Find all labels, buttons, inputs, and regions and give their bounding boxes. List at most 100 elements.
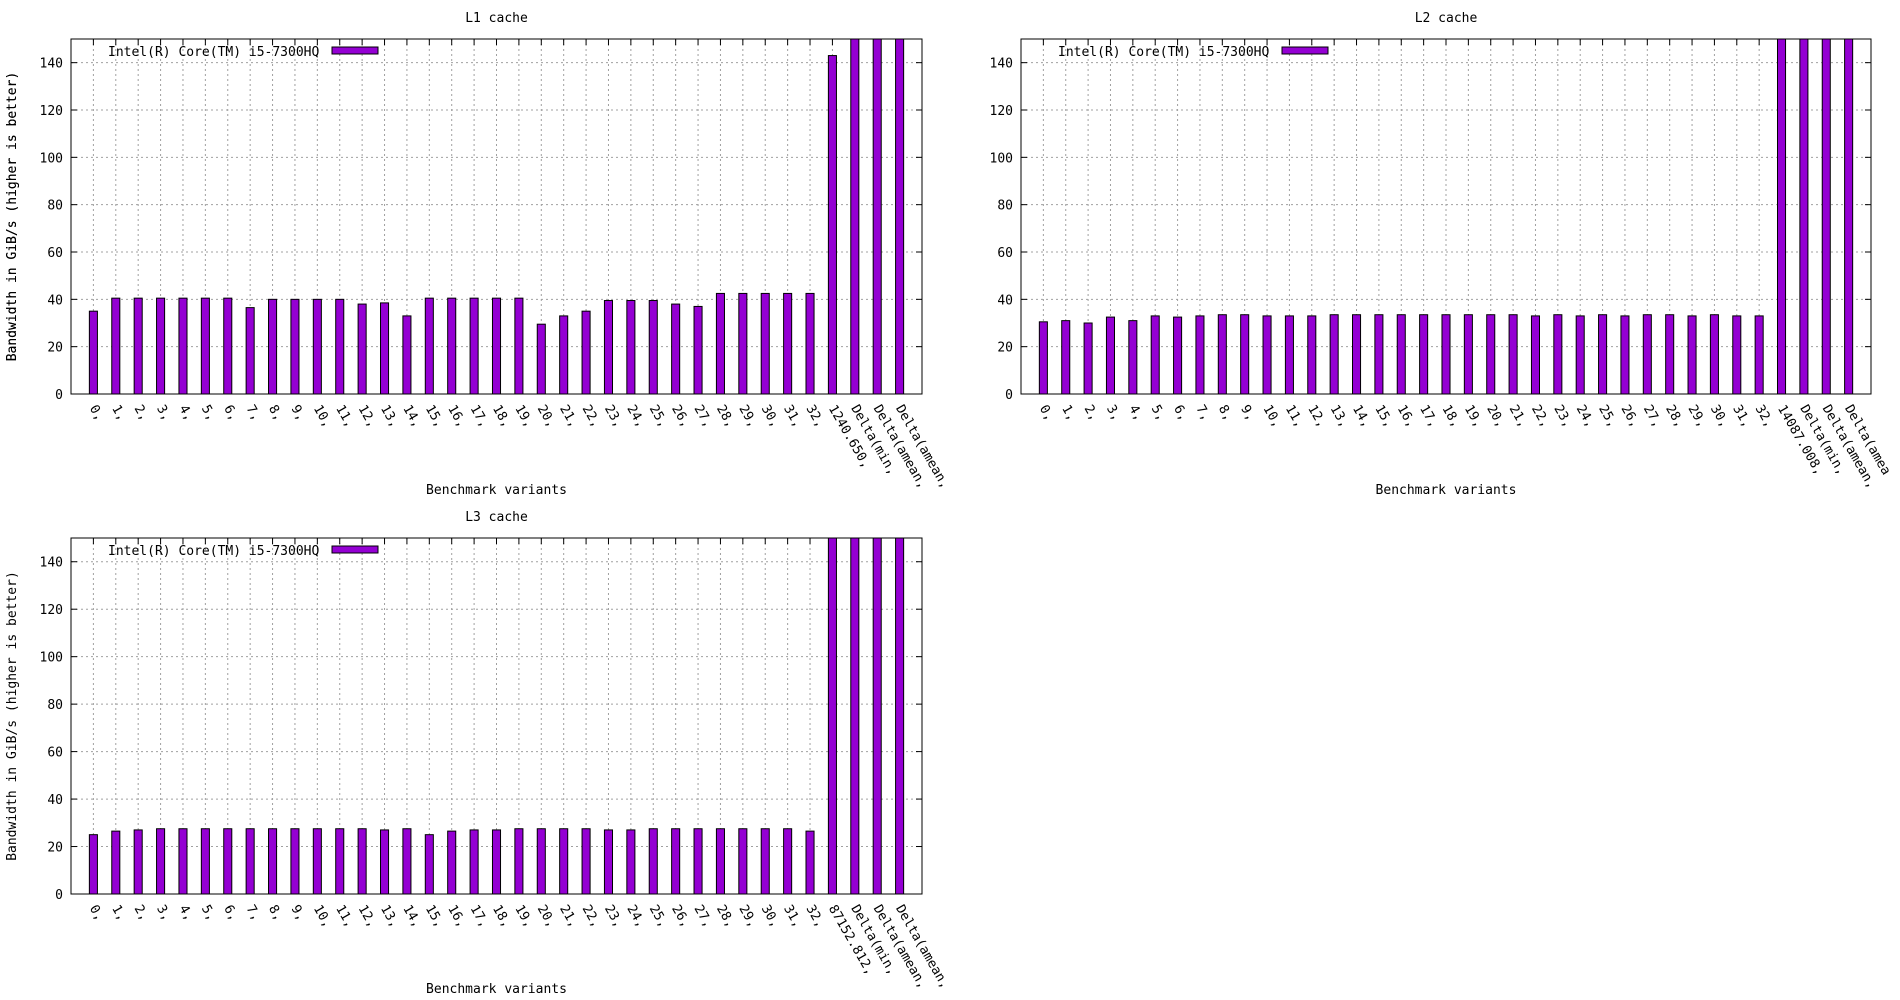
bar-28: [715, 828, 725, 895]
bar-8: [268, 298, 278, 395]
x-tick-label: 16,: [444, 403, 469, 431]
x-tick-label: 22,: [1528, 403, 1553, 431]
x-tick-label: 25,: [646, 903, 671, 931]
x-tick-label: 25,: [646, 403, 671, 431]
x-tick-label: 4,: [1125, 403, 1146, 424]
bar-28: [1665, 314, 1675, 395]
x-tick-label: 32,: [1752, 403, 1777, 431]
bar-13: [379, 829, 390, 895]
bar-7: [245, 307, 255, 395]
x-tick-label: 3,: [153, 903, 174, 924]
bar-12: [1307, 315, 1317, 395]
bar-32: [1754, 315, 1764, 395]
bar-19: [1463, 314, 1473, 395]
bar-4: [178, 828, 188, 895]
bar-25: [648, 300, 658, 395]
bar-11: [1284, 315, 1294, 395]
bar-32: [805, 292, 815, 395]
x-tick-label: 8,: [265, 903, 286, 924]
y-tick-label: 20: [997, 341, 1013, 356]
y-axis-label: Bandwidth in GiB/s (higher is better): [5, 72, 20, 362]
x-tick-label: 28,: [713, 903, 738, 931]
x-tick-label: 12,: [1304, 403, 1329, 431]
bar-0: [88, 310, 98, 395]
bar-17: [469, 297, 479, 395]
x-tick-label: 7,: [243, 903, 264, 924]
bar-32: [805, 830, 815, 895]
bar-35: [872, 537, 882, 895]
x-tick-label: 0,: [86, 403, 107, 424]
x-tick-label: 18,: [489, 403, 514, 431]
x-tick-label: 16,: [444, 903, 469, 931]
x-tick-label: 8,: [1215, 403, 1236, 424]
x-tick-label: 22,: [579, 403, 604, 431]
bar-3: [156, 297, 166, 395]
bar-17: [1419, 314, 1429, 395]
bar-23: [1553, 314, 1563, 395]
x-tick-label: 26,: [668, 403, 693, 431]
x-tick-label: 7,: [1192, 403, 1213, 424]
y-tick-label: 80: [47, 199, 63, 214]
x-tick-label: 0,: [1036, 403, 1057, 424]
plot-frame: [70, 537, 923, 895]
chart-title: L1 cache: [465, 11, 528, 26]
bar-5: [1150, 315, 1160, 395]
bar-8: [268, 828, 278, 895]
x-axis-label: Benchmark variants: [426, 483, 567, 498]
bar-14: [1352, 314, 1362, 395]
bar-18: [491, 297, 502, 395]
bar-6: [1173, 316, 1183, 395]
bar-5: [200, 297, 210, 395]
x-tick-label: 32,: [803, 903, 828, 931]
x-tick-label: 0,: [86, 903, 107, 924]
x-tick-label: 10,: [1260, 403, 1285, 431]
x-tick-label: 15,: [422, 403, 447, 431]
chart-title: L2 cache: [1415, 11, 1478, 26]
x-tick-label: 24,: [623, 403, 648, 431]
bar-26: [1620, 315, 1630, 395]
y-tick-label: 120: [40, 603, 63, 618]
x-tick-label: 13,: [1327, 403, 1352, 431]
bar-21: [559, 828, 569, 895]
bar-33: [827, 537, 837, 895]
x-tick-label: 30,: [758, 403, 783, 431]
bar-33: [827, 55, 837, 395]
bar-25: [648, 828, 658, 895]
bar-23: [603, 300, 614, 395]
x-tick-label: 32,: [803, 403, 828, 431]
x-tick-label: 26,: [1617, 403, 1642, 431]
x-tick-label: 19,: [511, 403, 536, 431]
x-tick-label: 20,: [534, 403, 559, 431]
x-tick-label: 23,: [601, 903, 626, 931]
y-axis-label: Bandwidth in GiB/s (higher is better): [5, 72, 20, 362]
legend-swatch: [1281, 46, 1329, 55]
bar-36: [895, 537, 905, 895]
bar-25: [1598, 314, 1608, 395]
y-tick-label: 0: [55, 888, 63, 903]
bar-28: [715, 292, 725, 395]
bar-20: [536, 323, 546, 395]
x-tick-label: 4,: [176, 903, 197, 924]
y-axis-label: Bandwidth in GiB/s (higher is better): [5, 571, 20, 861]
x-tick-label: 18,: [1439, 403, 1464, 431]
plot-frame: [70, 38, 923, 395]
bar-34: [850, 537, 860, 895]
x-tick-label: 10,: [310, 903, 335, 931]
x-tick-label: 23,: [601, 403, 626, 431]
y-tick-label: 0: [55, 388, 63, 403]
x-tick-label: 9,: [1237, 403, 1258, 424]
x-tick-label: 4,: [176, 403, 197, 424]
y-tick-label: 100: [40, 151, 63, 166]
x-tick-label: 19,: [511, 903, 536, 931]
x-tick-label: 20,: [534, 903, 559, 931]
y-tick-label: 120: [990, 104, 1013, 119]
x-tick-label: 25,: [1595, 403, 1620, 431]
x-tick-label: 2,: [131, 403, 152, 424]
x-tick-label: 13,: [377, 403, 402, 431]
x-tick-label: 24,: [1573, 403, 1598, 431]
x-tick-label: 21,: [556, 903, 581, 931]
bar-27: [693, 305, 703, 395]
bar-12: [357, 828, 367, 895]
bar-7: [245, 828, 255, 895]
